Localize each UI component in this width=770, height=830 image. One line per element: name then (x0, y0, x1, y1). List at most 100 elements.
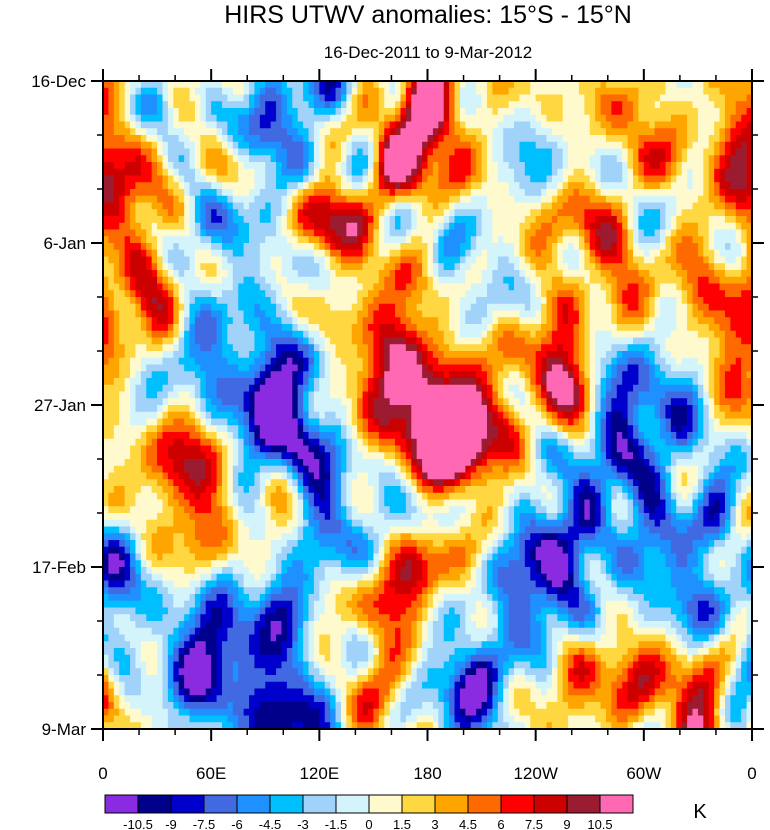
field-cell (546, 283, 553, 291)
field-cell (605, 189, 612, 197)
field-cell (130, 351, 137, 359)
field-cell (395, 94, 402, 102)
field-cell (184, 148, 191, 156)
field-cell (427, 283, 434, 291)
field-cell (438, 310, 445, 318)
field-cell (146, 229, 153, 237)
field-cell (297, 81, 304, 89)
field-cell (584, 195, 591, 204)
field-cell (654, 87, 661, 96)
field-cell (741, 114, 748, 123)
field-cell (611, 162, 618, 170)
field-cell (281, 297, 288, 305)
field-cell (167, 222, 174, 231)
field-cell (335, 94, 342, 102)
field-cell (589, 351, 596, 359)
field-cell (660, 324, 667, 332)
field-cell (281, 290, 288, 298)
field-cell (140, 209, 147, 217)
field-cell (627, 162, 634, 170)
field-cell (205, 310, 212, 318)
field-cell (427, 290, 434, 298)
field-cell (119, 310, 126, 318)
field-cell (497, 236, 504, 244)
field-cell (205, 87, 212, 96)
field-cell (584, 324, 591, 332)
field-cell (286, 148, 293, 156)
field-cell (395, 162, 402, 170)
field-cell (551, 101, 558, 109)
field-cell (389, 290, 396, 298)
field-cell (605, 344, 612, 352)
field-cell (654, 175, 661, 183)
field-cell (254, 330, 261, 339)
field-cell (530, 297, 537, 305)
field-cell (459, 101, 466, 109)
field-cell (270, 141, 277, 150)
field-cell (584, 297, 591, 305)
field-cell (443, 81, 450, 89)
field-cell (546, 135, 553, 143)
field-cell (735, 209, 742, 217)
field-cell (714, 229, 721, 237)
field-cell (297, 141, 304, 150)
field-cell (313, 108, 320, 116)
field-cell (443, 337, 450, 345)
field-cell (281, 175, 288, 183)
field-cell (681, 175, 688, 183)
field-cell (103, 162, 110, 170)
field-cell (189, 182, 196, 190)
field-cell (568, 317, 575, 325)
field-cell (238, 108, 245, 116)
field-cell (227, 101, 234, 109)
field-cell (714, 317, 721, 325)
field-cell (108, 175, 115, 183)
field-cell (476, 297, 483, 305)
field-cell (605, 290, 612, 298)
field-cell (286, 249, 293, 258)
field-cell (497, 121, 504, 129)
field-cell (497, 357, 504, 366)
field-cell (492, 189, 499, 197)
field-cell (703, 101, 710, 109)
field-cell (335, 175, 342, 183)
field-cell (384, 148, 391, 156)
field-cell (573, 303, 580, 312)
field-cell (232, 195, 239, 204)
field-cell (340, 101, 347, 109)
field-cell (130, 337, 137, 345)
field-cell (546, 141, 553, 150)
field-cell (741, 283, 748, 291)
field-cell (227, 175, 234, 183)
field-cell (368, 276, 375, 285)
field-cell (578, 155, 585, 163)
field-cell (746, 81, 753, 89)
field-cell (373, 182, 380, 190)
field-cell (719, 175, 726, 183)
field-cell (205, 317, 212, 325)
field-cell (573, 182, 580, 190)
field-cell (265, 81, 272, 89)
field-cell (459, 141, 466, 150)
field-cell (578, 351, 585, 359)
field-cell (254, 195, 261, 204)
field-cell (297, 357, 304, 366)
field-cell (216, 243, 223, 251)
field-cell (178, 344, 185, 352)
field-cell (254, 141, 261, 150)
field-cell (357, 108, 364, 116)
field-cell (411, 202, 418, 210)
field-cell (687, 135, 694, 143)
field-cell (259, 222, 266, 231)
field-cell (276, 243, 283, 251)
field-cell (400, 128, 407, 136)
field-cell (514, 344, 521, 352)
field-cell (730, 182, 737, 190)
field-cell (735, 114, 742, 123)
field-cell (638, 135, 645, 143)
field-cell (324, 209, 331, 217)
field-cell (530, 290, 537, 298)
field-cell (313, 135, 320, 143)
field-cell (189, 317, 196, 325)
field-cell (443, 229, 450, 237)
